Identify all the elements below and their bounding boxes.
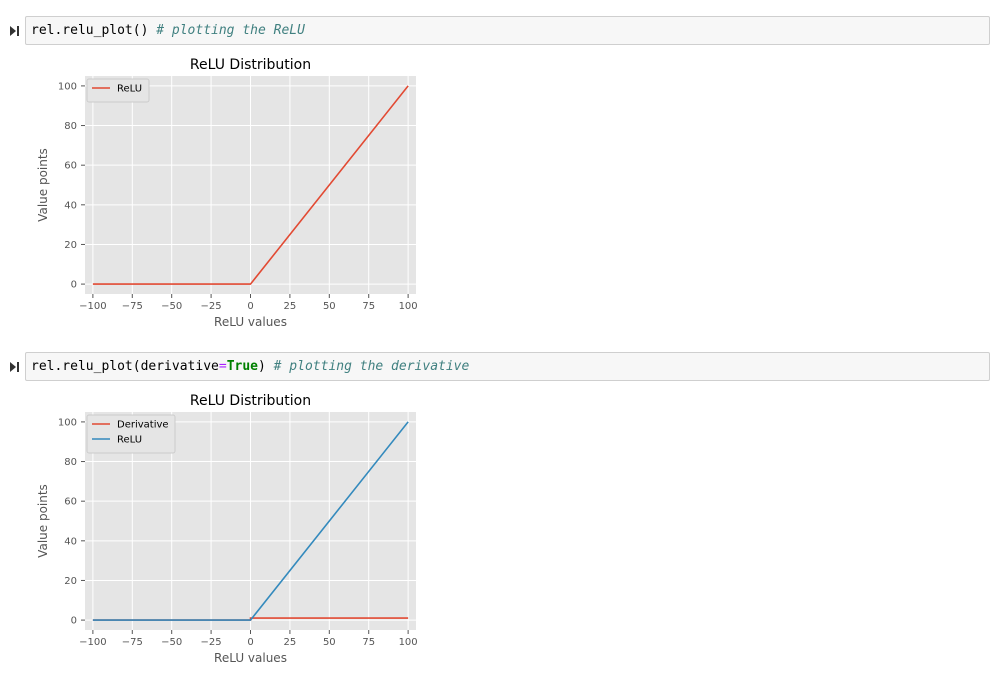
x-tick-label: 25 (284, 637, 297, 648)
x-tick-label: 0 (247, 301, 253, 312)
legend-box (86, 78, 150, 103)
x-tick-label: −100 (79, 301, 106, 312)
code-comment: # plotting the derivative (273, 359, 470, 374)
y-tick-label: 60 (64, 497, 77, 508)
x-tick-label: 50 (323, 301, 336, 312)
output-chart-2: −100 −75 −50 −25 0 25 50 75 100 0 20 40 60 80 100 Deriv… (0, 388, 430, 677)
y-tick-label: 20 (64, 240, 77, 251)
x-tick-label: 100 (399, 301, 418, 312)
run-cell-icon[interactable] (10, 361, 20, 373)
code-arg-name: derivative (140, 359, 219, 374)
chart-title: ReLU Distribution (190, 393, 311, 409)
code-comment: # plotting the ReLU (156, 23, 305, 38)
x-tick-label: −75 (122, 301, 143, 312)
y-tick-label: 0 (71, 280, 77, 291)
x-tick-label: −50 (161, 301, 182, 312)
relu-chart: −100 −75 −50 −25 0 25 50 75 100 0 20 40 60 80 100 ReLU R… (36, 57, 418, 329)
code-operator: = (218, 359, 227, 374)
legend-label: Derivative (117, 420, 169, 431)
y-tick-label: 100 (58, 81, 77, 92)
code-paren-close: ) (258, 359, 266, 374)
code-keyword: True (226, 359, 258, 374)
x-tick-label: 0 (247, 637, 253, 648)
code-paren-open: ( (132, 23, 141, 38)
output-chart-1: −100 −75 −50 −25 0 25 50 75 100 0 20 40 60 80 100 ReLU R… (0, 52, 430, 341)
relu-derivative-chart: −100 −75 −50 −25 0 25 50 75 100 0 20 40 60 80 100 Deriv… (36, 393, 418, 665)
code-paren-close: ) (140, 23, 149, 38)
code-paren-open: ( (132, 359, 141, 374)
series-line-relu (92, 85, 409, 285)
x-tick-label: −75 (122, 637, 143, 648)
code-input-1[interactable]: rel.relu_plot() # plotting the ReLU (25, 16, 990, 45)
code-call: rel.relu_plot (31, 359, 133, 374)
x-tick-label: −25 (201, 637, 222, 648)
x-tick-label: −50 (161, 637, 182, 648)
x-tick-label: 75 (362, 637, 375, 648)
legend-label: ReLU (117, 84, 142, 95)
y-tick-label: 100 (58, 417, 77, 428)
legend: ReLU (86, 78, 150, 103)
y-tick-label: 80 (64, 457, 77, 468)
x-tick-label: −100 (79, 637, 106, 648)
x-tick-label: 75 (362, 301, 375, 312)
x-tick-label: 25 (284, 301, 297, 312)
x-tick-label: 50 (323, 637, 336, 648)
x-axis-label: ReLU values (214, 315, 287, 329)
y-axis-label: Value points (36, 484, 50, 558)
x-tick-label: −25 (201, 301, 222, 312)
y-tick-label: 80 (64, 121, 77, 132)
code-call: rel.relu_plot (31, 23, 133, 38)
x-axis-label: ReLU values (214, 651, 287, 665)
y-tick-label: 40 (64, 200, 77, 211)
series-line-relu (92, 421, 409, 621)
y-tick-label: 60 (64, 161, 77, 172)
code-input-2[interactable]: rel.relu_plot(derivative=True) # plottin… (25, 352, 990, 381)
y-tick-label: 40 (64, 536, 77, 547)
chart-title: ReLU Distribution (190, 57, 311, 73)
legend: Derivative ReLU (86, 414, 176, 454)
y-tick-label: 0 (71, 616, 77, 627)
x-tick-label: 100 (399, 637, 418, 648)
y-axis-label: Value points (36, 148, 50, 222)
run-cell-icon[interactable] (10, 25, 20, 37)
y-tick-label: 20 (64, 576, 77, 587)
legend-label: ReLU (117, 435, 142, 446)
